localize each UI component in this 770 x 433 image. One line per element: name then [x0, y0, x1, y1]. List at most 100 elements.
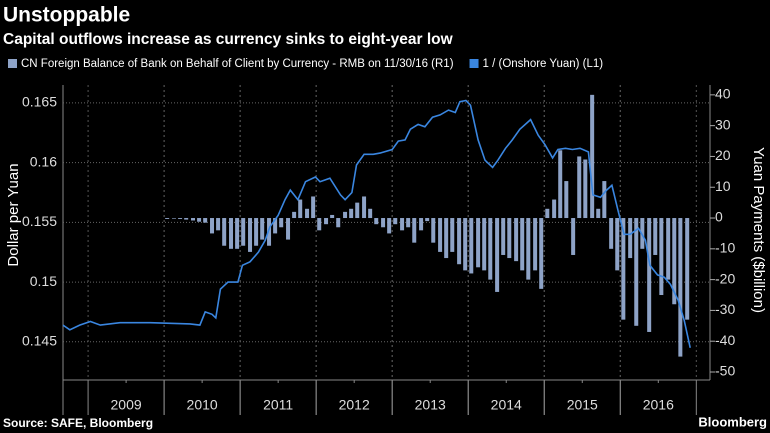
bar — [678, 218, 683, 357]
bar — [507, 218, 512, 259]
bar — [254, 218, 259, 246]
bar — [393, 218, 398, 225]
bar — [431, 218, 436, 243]
bar — [362, 196, 367, 219]
bar — [564, 181, 569, 219]
legend-swatch — [469, 59, 479, 68]
bar — [577, 156, 582, 219]
bar — [311, 196, 316, 219]
bar — [216, 218, 221, 231]
bar — [596, 208, 601, 219]
y-tick-label: 0.155 — [22, 213, 57, 229]
bar — [400, 218, 405, 231]
bar — [634, 218, 639, 326]
bar — [457, 218, 462, 265]
bar — [387, 218, 392, 234]
y2-tick-label: 40 — [715, 86, 731, 102]
bar — [495, 218, 500, 292]
bar — [197, 218, 202, 222]
bar — [267, 218, 272, 246]
x-tick-label: 2016 — [643, 397, 674, 413]
bar — [450, 218, 455, 252]
bar — [438, 218, 443, 252]
bar — [381, 218, 386, 228]
bar — [488, 218, 493, 280]
bar — [286, 218, 291, 240]
y-tick-label: 0.16 — [30, 153, 57, 169]
y2-tick-label: -40 — [715, 332, 735, 348]
x-tick-label: 2009 — [111, 397, 142, 413]
bar — [653, 218, 658, 255]
bar — [615, 218, 620, 271]
bar — [412, 218, 417, 243]
bar — [191, 218, 196, 221]
x-tick-label: 2015 — [567, 397, 598, 413]
bar — [260, 218, 265, 240]
bar — [659, 218, 664, 296]
bar — [203, 218, 208, 223]
bar — [533, 218, 538, 271]
bar — [324, 218, 329, 225]
x-tick-label: 2013 — [415, 397, 446, 413]
chart-subtitle: Capital outflows increase as currency si… — [3, 31, 454, 48]
bar — [539, 218, 544, 289]
bar — [602, 181, 607, 219]
bar — [279, 218, 284, 228]
bar — [647, 218, 652, 332]
source-note: Source: SAFE, Bloomberg — [3, 416, 153, 430]
bar — [336, 218, 341, 228]
bar — [229, 218, 234, 249]
bar — [672, 218, 677, 305]
bar — [178, 218, 183, 219]
bar — [355, 202, 360, 219]
bar — [305, 208, 310, 219]
bar — [317, 218, 322, 231]
y2-axis-title: Yuan Payments ($billion) — [750, 147, 767, 313]
y2-tick-label: -30 — [715, 301, 735, 317]
y-tick-label: 0.165 — [22, 94, 57, 110]
chart-title: Unstoppable — [3, 4, 130, 27]
y2-tick-label: -50 — [715, 363, 735, 379]
bar — [298, 199, 303, 219]
bar — [330, 214, 335, 219]
bar — [368, 208, 373, 219]
y2-tick-label: 10 — [715, 178, 731, 194]
bar — [514, 218, 519, 262]
bar — [463, 218, 468, 271]
bar — [273, 218, 278, 234]
bar — [469, 218, 474, 274]
bar — [685, 218, 690, 320]
bar — [621, 218, 626, 320]
bar — [666, 218, 671, 280]
brand-logo: Bloomberg — [698, 414, 767, 429]
bar — [248, 218, 253, 252]
y-axis-title: Dollar per Yuan — [5, 163, 22, 266]
bar — [628, 218, 633, 259]
bar — [184, 218, 189, 220]
bar — [165, 218, 170, 219]
bar — [172, 218, 177, 219]
bar — [520, 218, 525, 271]
legend-label: CN Foreign Balance of Bank on Behalf of … — [21, 58, 454, 70]
legend-swatch — [8, 59, 17, 68]
line — [62, 99, 691, 348]
legend-label: 1 / (Onshore Yuan) (L1) — [483, 58, 604, 70]
bar — [241, 218, 246, 246]
x-tick-label: 2010 — [187, 397, 218, 413]
y2-tick-label: -20 — [715, 270, 735, 286]
y-tick-label: 0.145 — [22, 332, 57, 348]
bar — [444, 218, 449, 259]
bar — [406, 218, 411, 228]
bar — [476, 218, 481, 268]
bar — [571, 218, 576, 255]
bar — [235, 218, 240, 249]
bar — [343, 211, 348, 219]
bar — [349, 208, 354, 219]
bar — [558, 150, 563, 219]
bar — [210, 218, 215, 234]
bar — [419, 218, 424, 231]
bar — [590, 94, 595, 219]
y2-tick-label: 20 — [715, 147, 731, 163]
y2-tick-label: -10 — [715, 240, 735, 256]
